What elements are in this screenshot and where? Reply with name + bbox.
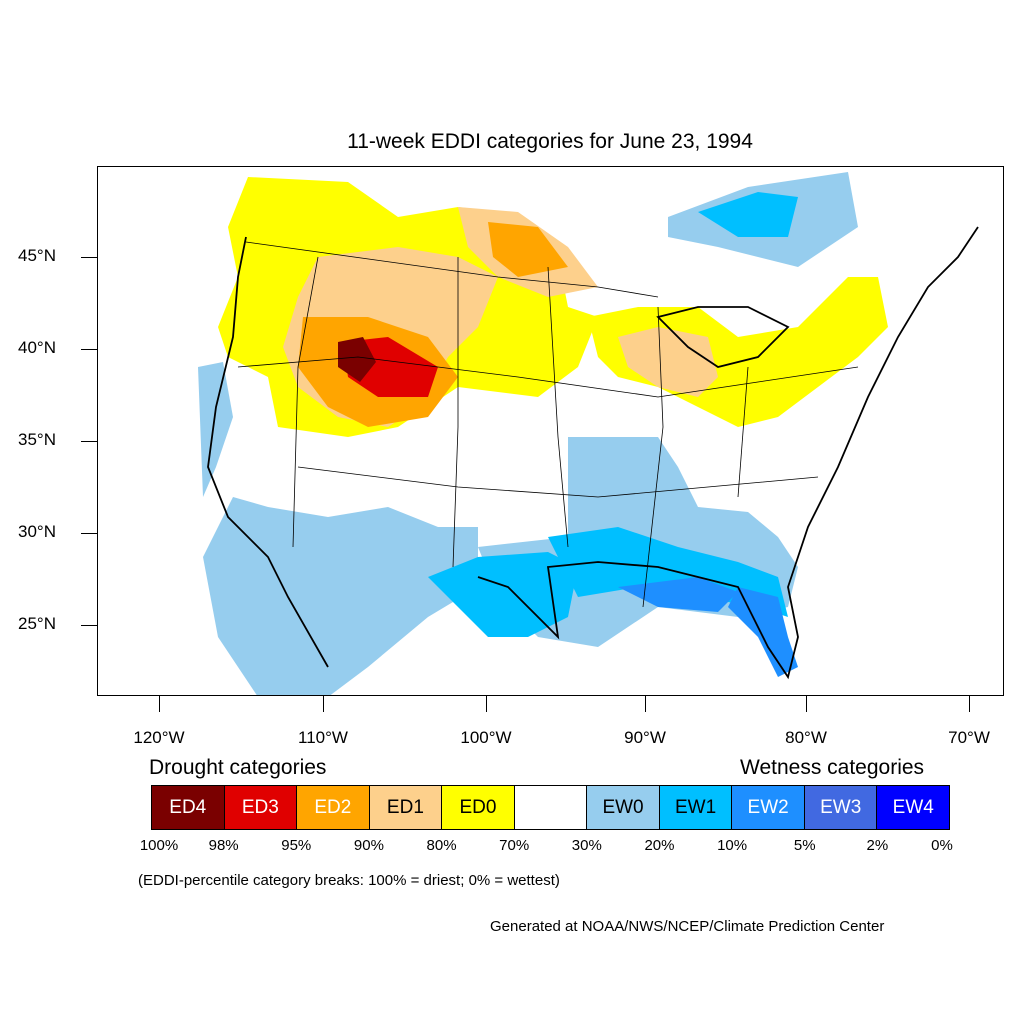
lat-label-35: 35°N [18, 430, 56, 449]
lon-tick-90 [645, 696, 646, 712]
wet-region-gulf-coast-ew2 [618, 577, 738, 612]
wet-region-southwest-ew0 [203, 497, 478, 695]
percentile-label: 70% [499, 837, 530, 854]
state-boundaries [237, 241, 859, 608]
percentile-label: 30% [571, 837, 602, 854]
legend-cell-ed3: ED3 [224, 786, 298, 829]
coastline [207, 226, 979, 680]
lon-label-70: 70°W [948, 728, 990, 747]
percentile-label: 90% [353, 837, 384, 854]
percentile-label: 100% [139, 837, 179, 854]
dry-region-dakotas-ed2 [488, 222, 568, 277]
lon-label-80: 80°W [785, 728, 827, 747]
lat-tick-35 [81, 441, 97, 442]
percentile-label: 20% [644, 837, 675, 854]
wet-region-pacific-coast-ew0 [198, 362, 233, 497]
lon-label-100: 100°W [460, 728, 512, 747]
category-note: (EDDI-percentile category breaks: 100% =… [138, 872, 560, 889]
percentile-label: 98% [208, 837, 239, 854]
percentile-label: 95% [281, 837, 312, 854]
lat-tick-25 [81, 625, 97, 626]
legend-cell-none [514, 786, 588, 829]
drought-heading: Drought categories [149, 756, 327, 779]
lat-label-40: 40°N [18, 338, 56, 357]
lat-tick-30 [81, 533, 97, 534]
legend-cell-ed1: ED1 [369, 786, 443, 829]
lon-tick-80 [806, 696, 807, 712]
percentile-label: 2% [866, 837, 889, 854]
lon-label-90: 90°W [624, 728, 666, 747]
lon-tick-110 [323, 696, 324, 712]
lon-tick-100 [486, 696, 487, 712]
dry-region-great-lakes-ed0 [588, 277, 888, 427]
wet-region-florida-ew2 [728, 587, 798, 677]
lat-tick-45 [81, 257, 97, 258]
map-panel [97, 166, 1004, 696]
lon-tick-70 [969, 696, 970, 712]
legend-cell-ew4: EW4 [877, 786, 950, 829]
map-title: 11-week EDDI categories for June 23, 199… [347, 130, 753, 153]
wetness-heading: Wetness categories [740, 756, 925, 779]
legend-cell-ew0: EW0 [587, 786, 660, 829]
percentile-label: 80% [426, 837, 457, 854]
legend-cell-ew3: EW3 [804, 786, 878, 829]
legend-cell-ed2: ED2 [297, 786, 370, 829]
lat-label-25: 25°N [18, 614, 56, 633]
lat-tick-40 [81, 349, 97, 350]
legend-cell-ed4: ED4 [152, 786, 225, 829]
percentile-label: 10% [717, 837, 748, 854]
dry-region-michigan-ed1 [618, 327, 718, 397]
dry-region-wyoming-ed4 [338, 337, 376, 382]
percentile-label: 0% [931, 837, 953, 854]
legend-colorbar: ED4 ED3 ED2 ED1 ED0 EW0 EW1 EW2 EW3 EW4 [151, 785, 950, 830]
legend-cell-ew2: EW2 [732, 786, 805, 829]
lon-label-120: 120°W [133, 728, 185, 747]
lat-label-30: 30°N [18, 522, 56, 541]
wet-region-texas-ew1 [428, 552, 578, 637]
credit-line: Generated at NOAA/NWS/NCEP/Climate Predi… [490, 918, 885, 935]
percentile-label: 5% [793, 837, 816, 854]
wet-region-canada-ew1 [698, 192, 798, 237]
lat-label-45: 45°N [18, 246, 56, 265]
lon-label-110: 110°W [298, 728, 348, 747]
lon-tick-120 [159, 696, 160, 712]
legend-cell-ew1: EW1 [659, 786, 733, 829]
legend-cell-ed0: ED0 [442, 786, 515, 829]
